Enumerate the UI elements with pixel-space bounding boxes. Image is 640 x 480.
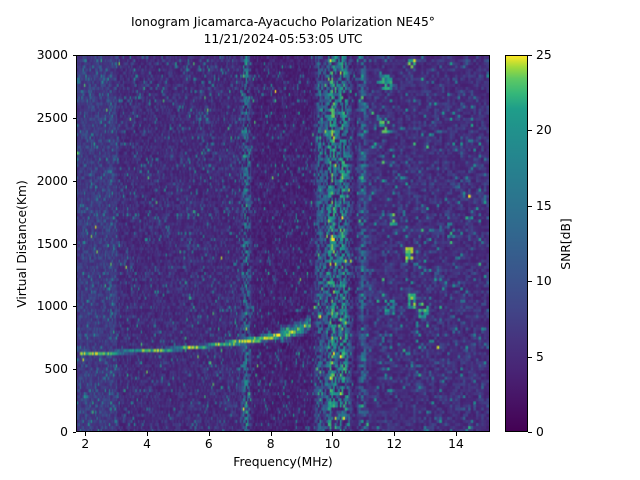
title-line-2: 11/21/2024-05:53:05 UTC — [203, 32, 363, 46]
colorbar — [505, 55, 528, 432]
y-tick-label: 0 — [60, 425, 68, 439]
colorbar-tick-mark — [528, 281, 532, 283]
y-tick-mark — [72, 117, 76, 119]
y-axis-label: Virtual Distance(Km) — [15, 179, 29, 308]
x-tick-label: 6 — [204, 437, 213, 451]
y-tick-mark — [72, 55, 76, 56]
y-tick-label: 3000 — [36, 48, 68, 62]
x-tick-label: 8 — [266, 437, 275, 451]
colorbar-tick-label: 15 — [536, 198, 552, 213]
x-tick-mark — [456, 432, 457, 436]
colorbar-tick-label: 0 — [536, 425, 544, 439]
y-tick-label: 2500 — [36, 110, 68, 125]
colorbar-tick-label: 20 — [536, 123, 552, 138]
colorbar-tick-mark — [528, 55, 532, 56]
x-tick-label: 14 — [448, 437, 464, 451]
x-tick-label: 10 — [324, 437, 341, 451]
x-tick-mark — [85, 432, 87, 436]
colorbar-tick-mark — [528, 432, 532, 433]
plot-area — [76, 55, 490, 432]
y-tick-label: 1500 — [36, 236, 68, 251]
x-axis-label: Frequency(MHz) — [233, 455, 333, 469]
title-line-1: Ionogram Jicamarca-Ayacucho Polarization… — [131, 15, 435, 29]
colorbar-tick-label: 5 — [536, 349, 544, 364]
x-tick-mark — [147, 432, 149, 436]
x-tick-label: 12 — [386, 437, 403, 451]
x-tick-mark — [394, 432, 396, 436]
x-tick-mark — [332, 432, 334, 436]
y-tick-label: 500 — [44, 362, 68, 377]
ionogram-heatmap — [77, 56, 489, 431]
y-tick-label: 1000 — [36, 299, 68, 314]
y-tick-mark — [72, 432, 76, 433]
x-tick-mark — [270, 432, 272, 436]
chart-title: Ionogram Jicamarca-Ayacucho Polarization… — [0, 14, 566, 48]
x-tick-mark — [208, 432, 210, 436]
colorbar-tick-mark — [528, 356, 532, 358]
colorbar-tick-mark — [528, 130, 532, 132]
x-tick-label: 2 — [81, 437, 90, 451]
colorbar-tick-mark — [528, 205, 532, 207]
y-tick-label: 2000 — [36, 173, 68, 188]
y-tick-mark — [72, 369, 76, 371]
colorbar-label: SNR[dB] — [559, 217, 573, 270]
colorbar-tick-label: 10 — [536, 274, 552, 289]
y-tick-mark — [72, 306, 76, 308]
y-tick-mark — [72, 180, 76, 182]
colorbar-tick-label: 25 — [536, 48, 552, 62]
y-tick-mark — [72, 243, 76, 245]
x-tick-label: 4 — [143, 437, 151, 451]
